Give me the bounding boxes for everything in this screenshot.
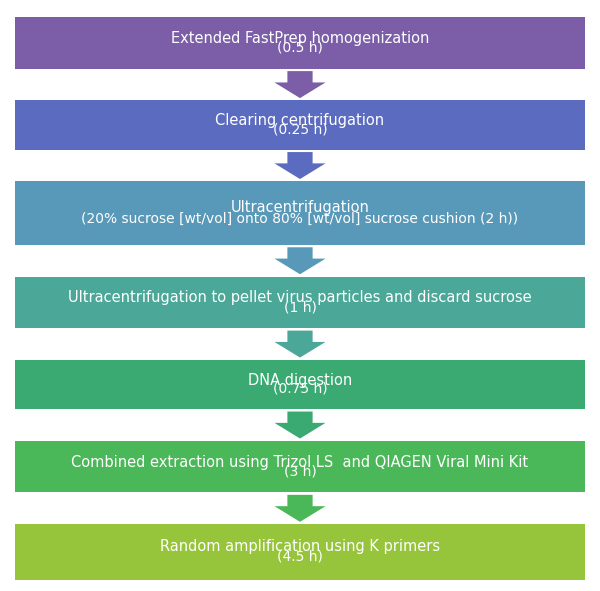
Polygon shape (275, 247, 325, 274)
Polygon shape (275, 411, 325, 439)
Bar (15, 17, 585, 69)
Text: (4.5 h): (4.5 h) (277, 550, 323, 564)
Bar (15, 360, 585, 409)
Text: (1 h): (1 h) (284, 300, 316, 314)
Bar (15, 441, 585, 492)
Polygon shape (275, 330, 325, 358)
Text: (0.75 h): (0.75 h) (272, 382, 328, 396)
Text: Ultracentrifugation: Ultracentrifugation (230, 200, 370, 215)
Polygon shape (275, 495, 325, 522)
Text: Clearing centrifugation: Clearing centrifugation (215, 113, 385, 128)
Polygon shape (275, 152, 325, 179)
Bar (15, 524, 585, 580)
Text: Random amplification using K primers: Random amplification using K primers (160, 540, 440, 554)
Text: (0.5 h): (0.5 h) (277, 41, 323, 54)
Text: (20% sucrose [wt/vol] onto 80% [wt/vol] sucrose cushion (2 h)): (20% sucrose [wt/vol] onto 80% [wt/vol] … (82, 212, 518, 226)
Text: DNA digestion: DNA digestion (248, 372, 352, 388)
Bar (15, 100, 585, 150)
Bar (15, 277, 585, 328)
Text: (0.25 h): (0.25 h) (272, 122, 328, 137)
Text: Ultracentrifugation to pellet virus particles and discard sucrose: Ultracentrifugation to pellet virus part… (68, 290, 532, 306)
Bar (15, 181, 585, 245)
Text: Extended FastPrep homogenization: Extended FastPrep homogenization (171, 31, 429, 46)
Text: (3 h): (3 h) (284, 465, 316, 478)
Polygon shape (275, 71, 325, 98)
Text: Combined extraction using Trizol LS  and QIAGEN Viral Mini Kit: Combined extraction using Trizol LS and … (71, 454, 529, 469)
